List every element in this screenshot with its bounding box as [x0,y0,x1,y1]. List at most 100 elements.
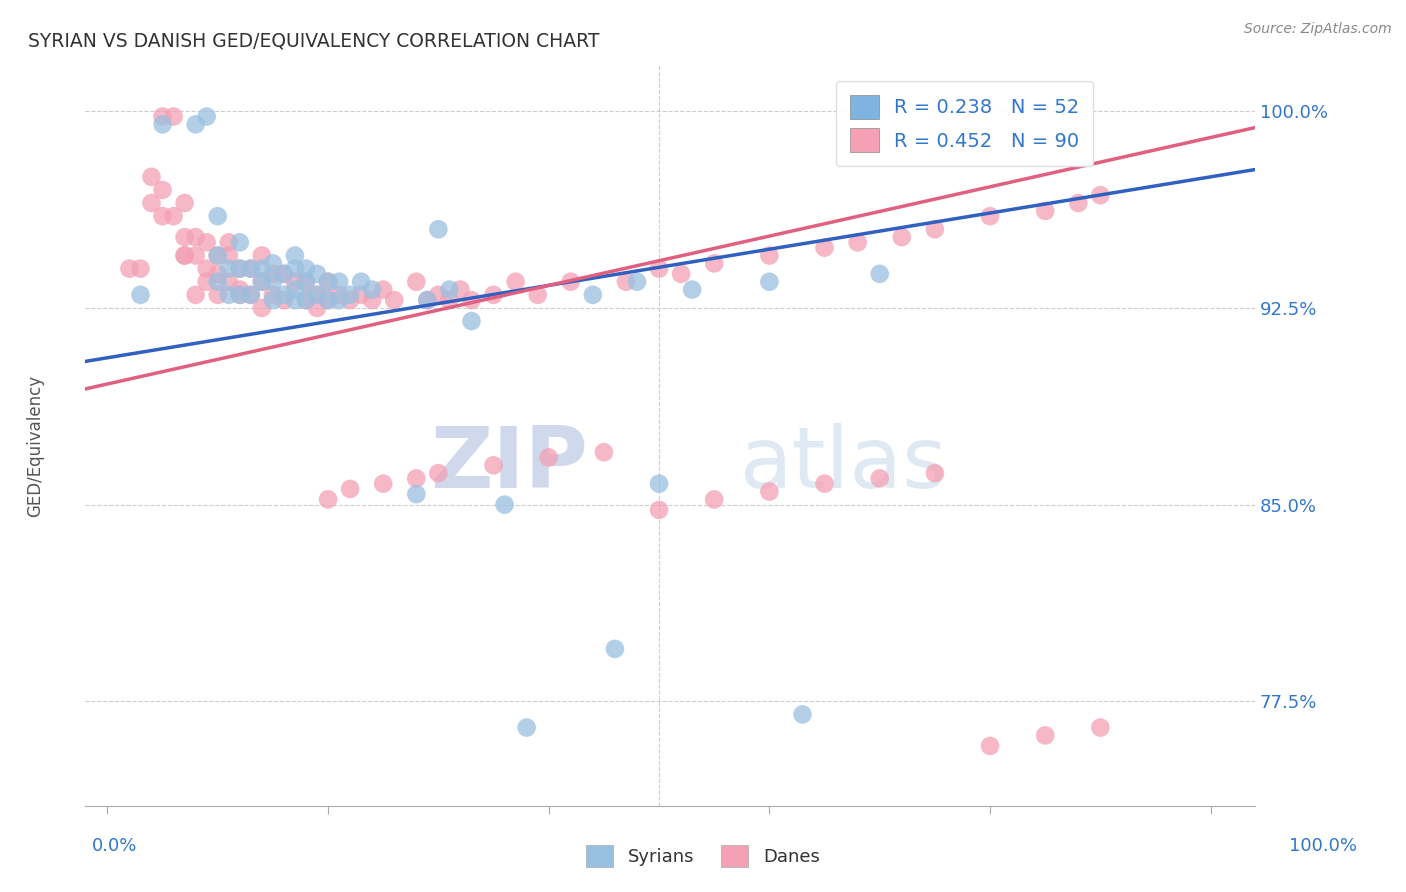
Point [207,248,229,262]
Point [316,293,339,307]
Point [979,739,1001,753]
Point [869,471,891,485]
Point [339,482,361,496]
Text: 100.0%: 100.0% [1289,837,1357,855]
Point [218,288,240,302]
Point [129,261,152,276]
Point [979,209,1001,223]
Point [184,248,207,262]
Point [195,110,218,124]
Point [129,288,152,302]
Point [295,293,318,307]
Text: SYRIAN VS DANISH GED/EQUIVALENCY CORRELATION CHART: SYRIAN VS DANISH GED/EQUIVALENCY CORRELA… [28,31,599,50]
Point [239,288,262,302]
Point [350,288,373,302]
Point [405,487,427,501]
Point [382,293,405,307]
Point [614,275,637,289]
Point [195,235,218,250]
Point [792,707,814,722]
Point [207,275,229,289]
Point [218,275,240,289]
Point [1033,203,1056,218]
Point [924,466,946,480]
Point [427,466,450,480]
Point [152,183,174,197]
Point [758,275,780,289]
Point [669,267,692,281]
Point [373,283,395,297]
Point [449,283,471,297]
Point [239,261,262,276]
Point [284,283,307,297]
Point [703,492,725,507]
Point [505,275,527,289]
Point [439,293,461,307]
Point [284,275,307,289]
Point [118,261,141,276]
Point [184,230,207,244]
Point [218,261,240,276]
Point [648,261,671,276]
Point [262,267,284,281]
Point [869,267,891,281]
Point [295,261,318,276]
Point [229,235,252,250]
Point [482,458,505,473]
Point [141,169,163,184]
Text: ZIP: ZIP [430,424,588,507]
Point [273,293,295,307]
Point [1090,721,1112,735]
Point [218,248,240,262]
Point [328,275,350,289]
Point [152,209,174,223]
Point [405,471,427,485]
Point [361,293,384,307]
Point [1067,196,1090,211]
Point [813,476,835,491]
Point [416,293,439,307]
Text: atlas: atlas [740,424,948,507]
Point [152,110,174,124]
Point [207,288,229,302]
Point [361,283,384,297]
Point [239,288,262,302]
Point [516,721,538,735]
Point [295,275,318,289]
Point [582,288,605,302]
Point [427,288,450,302]
Point [295,275,318,289]
Point [439,283,461,297]
Point [316,492,339,507]
Point [229,288,252,302]
Point [284,293,307,307]
Point [284,261,307,276]
Point [813,241,835,255]
Legend: Syrians, Danes: Syrians, Danes [579,838,827,874]
Point [681,283,703,297]
Point [195,275,218,289]
Point [239,261,262,276]
Point [560,275,582,289]
Point [339,288,361,302]
Point [173,248,195,262]
Point [284,248,307,262]
Point [603,641,626,656]
Point [273,288,295,302]
Point [316,275,339,289]
Text: GED/Equivalency: GED/Equivalency [27,375,44,517]
Point [1090,188,1112,202]
Point [648,476,671,491]
Point [758,484,780,499]
Point [250,275,273,289]
Point [250,261,273,276]
Point [262,288,284,302]
Point [152,117,174,131]
Point [494,498,516,512]
Point [173,248,195,262]
Point [273,267,295,281]
Point [350,275,373,289]
Point [262,256,284,270]
Point [328,293,350,307]
Point [207,267,229,281]
